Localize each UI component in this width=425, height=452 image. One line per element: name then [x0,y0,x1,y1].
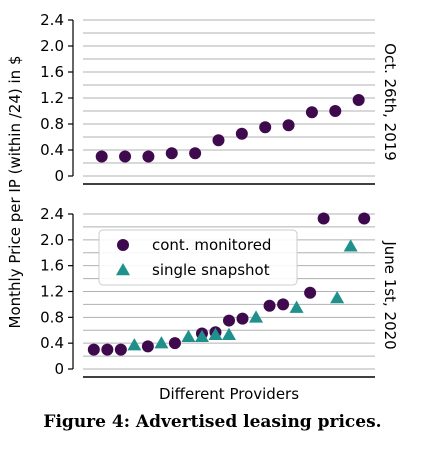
data-point-circle [87,343,100,356]
y-tick-label: 0 [54,360,64,378]
legend-box [98,229,298,286]
y-tick-label: 1.6 [40,63,64,81]
data-point-circle [329,105,342,117]
data-point-circle [142,150,155,163]
panel-title: June 1st, 2020 [381,240,399,349]
data-point-triangle [181,329,196,342]
y-tick-label: 1.6 [40,257,64,275]
data-point-circle [235,127,248,140]
y-tick-label: 0.4 [40,334,64,352]
data-point-triangle [249,310,264,323]
y-tick-label: 0.8 [40,115,64,133]
data-point-circle [101,343,114,356]
legend-marker-triangle [116,263,130,276]
y-tick-label: 2.4 [40,11,64,29]
panel-june-2020: 0 0.4 0.8 1.2 1.6 2.0 2.4 June 1st, 2020 cont. m… [40,205,399,378]
data-point-triangle [289,300,304,313]
y-tick-label: 1.2 [40,283,64,301]
data-point-circle [305,106,318,119]
data-point-circle [263,299,276,312]
data-point-triangle [208,327,223,341]
data-point-circle [212,134,225,147]
data-point-circle [189,147,202,160]
data-point-circle [165,147,178,160]
legend-marker-circle [117,239,129,251]
data-point-triangle [330,290,345,304]
data-point-triangle [222,327,236,341]
data-point-triangle [343,239,358,252]
data-point-circle [168,337,181,350]
legend: cont. monitored single snapshot [98,229,298,286]
y-tick-label: 2.0 [40,37,64,55]
panel-oct-2019: 0 0.4 0.8 1.2 1.6 2.0 2.4 Oct. 26th, 2019 [40,11,399,185]
figure-caption: Figure 4: Advertised leasing prices. [43,412,382,432]
data-point-circle [282,119,295,132]
y-tick-label: 0 [54,167,64,185]
data-point-triangle [154,336,169,349]
y-tick-label: 0.4 [40,141,64,159]
data-point-triangle [194,329,209,342]
data-point-circle [358,212,371,225]
data-point-circle [317,212,330,225]
y-tick-label: 2.4 [40,205,64,223]
data-point-circle [236,312,249,325]
panel-title: Oct. 26th, 2019 [381,43,399,161]
data-point-circle [259,121,272,134]
data-point-circle [114,343,127,356]
data-point-circle [141,340,154,353]
legend-label: single snapshot [152,261,270,279]
data-point-triangle [127,338,142,351]
data-point-circle [304,286,317,299]
data-point-circle [352,93,365,106]
y-tick-label: 1.2 [40,89,64,107]
legend-label: cont. monitored [152,236,271,254]
data-point-circle [277,298,290,311]
y-tick-label: 0.8 [40,308,64,326]
data-point-circle [119,150,132,163]
data-point-circle [223,314,235,327]
y-axis-label: Monthly Price per IP (within /24) in $ [6,56,24,329]
y-tick-label: 2.0 [40,231,64,249]
data-point-circle [95,150,108,163]
x-axis-label: Different Providers [159,385,299,403]
